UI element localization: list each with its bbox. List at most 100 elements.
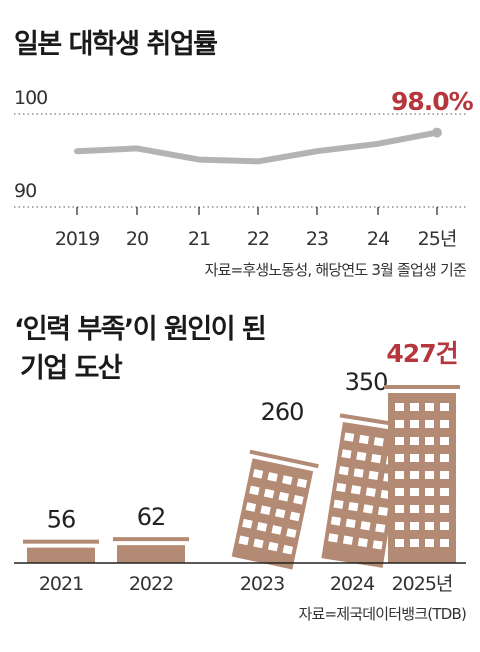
building-window — [260, 505, 271, 516]
bar-value-label: 62 — [137, 503, 166, 531]
bar-x-tick-label: 2024 — [330, 573, 375, 595]
highlight-value-label: 98.0% — [391, 87, 474, 116]
bar-value-label: 56 — [47, 506, 76, 534]
building-window — [344, 432, 355, 442]
building-window — [267, 472, 278, 482]
building-window — [395, 471, 404, 479]
building-window — [425, 454, 434, 462]
last-point-marker — [432, 127, 442, 138]
x-tick-label: 23 — [306, 228, 328, 250]
building-roof — [384, 385, 460, 389]
building-window — [395, 505, 404, 513]
building-bar — [231, 449, 319, 570]
building-window — [341, 449, 352, 459]
building-bar — [113, 537, 189, 563]
building-window — [350, 485, 362, 495]
building-window — [338, 466, 349, 476]
building-window — [242, 518, 253, 529]
building-window — [282, 544, 294, 555]
building-window — [348, 501, 359, 512]
bar-x-tick-label: 2022 — [129, 573, 173, 595]
building-window — [395, 420, 404, 428]
building-body — [27, 547, 95, 563]
line-series — [74, 127, 442, 165]
building-window — [253, 538, 264, 549]
building-window — [375, 523, 386, 533]
building-window — [395, 488, 404, 496]
building-window — [345, 518, 356, 529]
building-bar — [321, 413, 410, 568]
x-tick-label: 25년 — [418, 228, 457, 250]
building-window — [356, 451, 367, 461]
building-window — [395, 437, 404, 445]
building-window — [410, 437, 419, 445]
building-window — [410, 505, 419, 513]
building-window — [342, 535, 354, 545]
bar-x-tick-label: 2025년 — [392, 573, 453, 595]
building-window — [440, 403, 449, 411]
building-body — [117, 545, 185, 563]
building-window — [425, 471, 434, 479]
building-window — [363, 504, 374, 514]
building-window — [410, 454, 419, 462]
building-window — [289, 511, 301, 522]
x-axis-ticks: 2019 20 21 22 23 24 25년 — [55, 207, 457, 250]
employment-rate-line — [74, 129, 440, 165]
building-window — [278, 491, 289, 502]
building-window — [410, 539, 419, 547]
y-tick-90: 90 — [14, 180, 36, 202]
building-window — [293, 494, 304, 505]
building-window — [440, 420, 449, 428]
building-window — [365, 487, 376, 497]
building-window — [238, 535, 250, 546]
building-window — [245, 502, 257, 512]
building-window — [328, 533, 339, 543]
building-window — [425, 403, 434, 411]
building-window — [360, 521, 371, 531]
building-window — [395, 522, 404, 530]
building-window — [440, 437, 449, 445]
building-window — [410, 471, 419, 479]
building-window — [440, 522, 449, 530]
building-window — [410, 488, 419, 496]
building-roof — [249, 449, 319, 469]
building-window — [440, 454, 449, 462]
building-window — [282, 475, 293, 485]
building-window — [395, 403, 404, 411]
building-window — [333, 499, 344, 509]
building-window — [377, 506, 389, 516]
building-window — [425, 505, 434, 513]
building-window — [330, 516, 341, 526]
bar-value-label: 260 — [261, 398, 304, 426]
building-window — [274, 508, 286, 519]
building-window — [373, 437, 384, 447]
building-window — [263, 488, 275, 499]
building-roof — [113, 537, 189, 542]
bar-chart-title-line-2: 기업 도산 — [20, 353, 123, 384]
building-window — [358, 434, 370, 445]
x-tick-label: 20 — [126, 228, 148, 250]
line-chart-title: 일본 대학생 취업률 — [14, 29, 217, 60]
building-window — [440, 471, 449, 479]
bar-value-label: 350 — [345, 368, 388, 396]
building-bar — [384, 385, 460, 563]
building-window — [425, 420, 434, 428]
building-roof — [23, 539, 99, 544]
building-window — [286, 528, 297, 538]
building-window — [371, 453, 382, 464]
building-window — [353, 468, 364, 478]
bar-x-tick-label: 2021 — [39, 573, 83, 595]
building-window — [440, 505, 449, 513]
building-window — [395, 454, 404, 462]
building-window — [410, 522, 419, 530]
building-window — [357, 537, 368, 548]
building-window — [440, 539, 449, 547]
line-chart-source: 자료=후생노동성, 해당연도 3월 졸업생 기준 — [205, 261, 467, 279]
building-window — [425, 488, 434, 496]
building-window — [271, 525, 282, 535]
y-tick-100: 100 — [14, 87, 47, 109]
x-tick-label: 22 — [247, 228, 269, 250]
building-window — [249, 485, 260, 496]
bar-value-label: 427건 — [386, 339, 457, 368]
